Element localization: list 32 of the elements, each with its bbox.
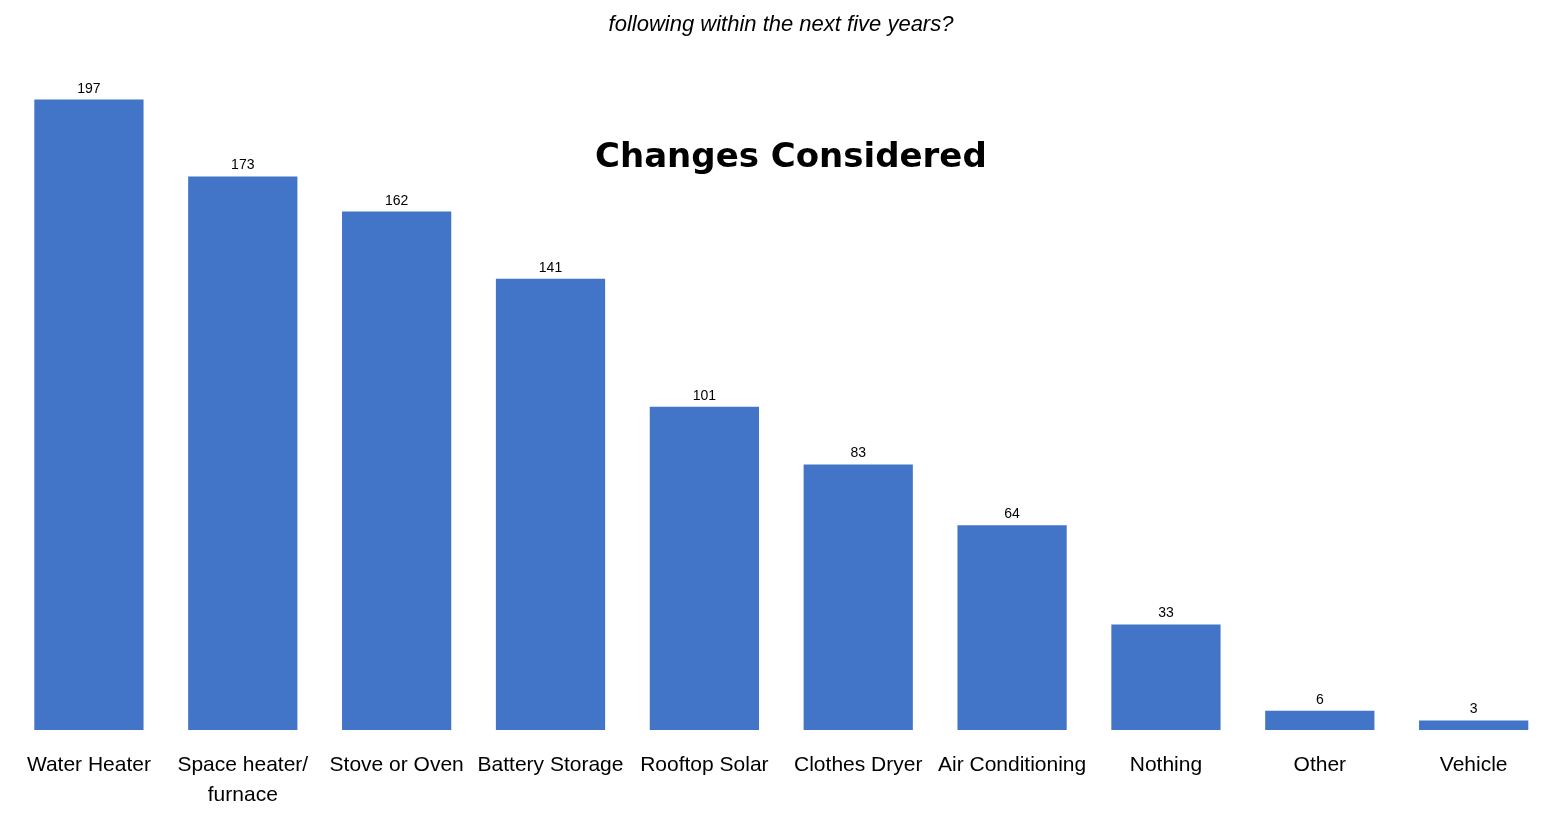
data-label: 3 [1469,700,1478,717]
bar [1419,720,1529,730]
x-tick-label: Clothes Dryer [794,751,923,775]
bar [1111,624,1221,730]
x-tick-label: Space heater/furnace [177,751,309,805]
data-label: 64 [1004,505,1021,522]
bar [342,211,452,730]
data-label: 173 [231,156,255,173]
bar [803,464,913,730]
data-label: 33 [1158,604,1174,621]
data-label: 83 [850,444,867,461]
bar [495,278,606,730]
text: following within the next five years? [608,10,955,36]
x-tick-label: Other [1293,751,1347,775]
x-tick-label: Water Heater [26,751,151,775]
text: Changes Considered [595,135,987,175]
x-tick-label: Battery Storage [477,751,624,775]
bar [34,99,144,730]
x-tick-label: Nothing [1129,751,1203,775]
x-tick-label: Vehicle [1439,751,1508,775]
data-label: 6 [1315,690,1324,707]
x-tick-label: Rooftop Solar [640,751,769,775]
bar [1265,710,1375,730]
data-label: 197 [77,79,101,96]
data-label: 141 [538,258,563,275]
data-label: 101 [692,386,717,403]
x-tick-label: Stove or Oven [329,751,464,775]
bar [188,176,298,730]
data-label: 162 [384,191,409,208]
bar [649,406,759,730]
x-tick-label: Air Conditioning [937,751,1087,775]
bar [957,525,1067,730]
